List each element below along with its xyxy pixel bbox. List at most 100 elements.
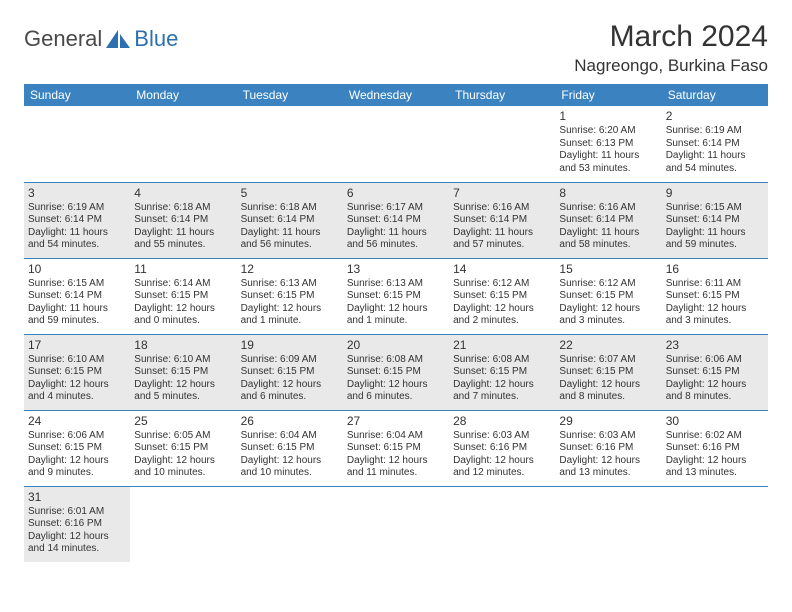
sunrise-line: Sunrise: 6:05 AM [134,430,232,443]
sunset-line: Sunset: 6:13 PM [559,138,657,151]
day-number: 10 [28,262,126,277]
sunset-line: Sunset: 6:15 PM [559,290,657,303]
sunset-line: Sunset: 6:15 PM [347,366,445,379]
daylight-line: Daylight: 12 hours and 6 minutes. [347,379,445,404]
calendar-cell: 21Sunrise: 6:08 AMSunset: 6:15 PMDayligh… [449,334,555,410]
calendar-cell: 19Sunrise: 6:09 AMSunset: 6:15 PMDayligh… [237,334,343,410]
sunset-line: Sunset: 6:15 PM [134,442,232,455]
calendar-cell: 27Sunrise: 6:04 AMSunset: 6:15 PMDayligh… [343,410,449,486]
day-number: 25 [134,414,232,429]
sunset-line: Sunset: 6:14 PM [453,214,551,227]
day-number: 30 [666,414,764,429]
sunrise-line: Sunrise: 6:13 AM [241,278,339,291]
daylight-line: Daylight: 12 hours and 13 minutes. [559,455,657,480]
calendar-week-row: 1Sunrise: 6:20 AMSunset: 6:13 PMDaylight… [24,106,768,182]
sunset-line: Sunset: 6:15 PM [28,366,126,379]
calendar-cell: 15Sunrise: 6:12 AMSunset: 6:15 PMDayligh… [555,258,661,334]
sunset-line: Sunset: 6:14 PM [241,214,339,227]
day-header: Friday [555,84,661,106]
logo: General Blue [24,26,178,52]
calendar-cell: 6Sunrise: 6:17 AMSunset: 6:14 PMDaylight… [343,182,449,258]
daylight-line: Daylight: 11 hours and 58 minutes. [559,227,657,252]
sunset-line: Sunset: 6:16 PM [28,518,126,531]
sunrise-line: Sunrise: 6:10 AM [28,354,126,367]
sunrise-line: Sunrise: 6:03 AM [453,430,551,443]
page-header: General Blue March 2024 Nagreongo, Burki… [24,20,768,76]
calendar-week-row: 3Sunrise: 6:19 AMSunset: 6:14 PMDaylight… [24,182,768,258]
daylight-line: Daylight: 11 hours and 56 minutes. [347,227,445,252]
calendar-cell: 28Sunrise: 6:03 AMSunset: 6:16 PMDayligh… [449,410,555,486]
daylight-line: Daylight: 12 hours and 12 minutes. [453,455,551,480]
day-header: Saturday [662,84,768,106]
sunrise-line: Sunrise: 6:18 AM [241,202,339,215]
daylight-line: Daylight: 11 hours and 54 minutes. [666,150,764,175]
calendar-cell: 9Sunrise: 6:15 AMSunset: 6:14 PMDaylight… [662,182,768,258]
calendar-cell: 2Sunrise: 6:19 AMSunset: 6:14 PMDaylight… [662,106,768,182]
sunrise-line: Sunrise: 6:06 AM [666,354,764,367]
sunrise-line: Sunrise: 6:16 AM [559,202,657,215]
day-number: 11 [134,262,232,277]
sunset-line: Sunset: 6:15 PM [241,366,339,379]
calendar-cell: 18Sunrise: 6:10 AMSunset: 6:15 PMDayligh… [130,334,236,410]
day-number: 29 [559,414,657,429]
sunset-line: Sunset: 6:14 PM [28,290,126,303]
calendar-cell [24,106,130,182]
sunrise-line: Sunrise: 6:08 AM [453,354,551,367]
sunrise-line: Sunrise: 6:16 AM [453,202,551,215]
calendar-cell: 5Sunrise: 6:18 AMSunset: 6:14 PMDaylight… [237,182,343,258]
day-header: Tuesday [237,84,343,106]
sunrise-line: Sunrise: 6:12 AM [559,278,657,291]
calendar-cell: 1Sunrise: 6:20 AMSunset: 6:13 PMDaylight… [555,106,661,182]
daylight-line: Daylight: 12 hours and 8 minutes. [666,379,764,404]
month-title: March 2024 [574,20,768,54]
calendar-body: 1Sunrise: 6:20 AMSunset: 6:13 PMDaylight… [24,106,768,562]
calendar-cell: 13Sunrise: 6:13 AMSunset: 6:15 PMDayligh… [343,258,449,334]
calendar-cell [343,486,449,562]
calendar-cell: 8Sunrise: 6:16 AMSunset: 6:14 PMDaylight… [555,182,661,258]
location-label: Nagreongo, Burkina Faso [574,56,768,76]
sunrise-line: Sunrise: 6:07 AM [559,354,657,367]
title-block: March 2024 Nagreongo, Burkina Faso [574,20,768,76]
sunset-line: Sunset: 6:15 PM [241,290,339,303]
daylight-line: Daylight: 12 hours and 3 minutes. [559,303,657,328]
sunset-line: Sunset: 6:15 PM [666,366,764,379]
daylight-line: Daylight: 12 hours and 2 minutes. [453,303,551,328]
calendar-cell [343,106,449,182]
day-number: 20 [347,338,445,353]
calendar-cell: 12Sunrise: 6:13 AMSunset: 6:15 PMDayligh… [237,258,343,334]
sunset-line: Sunset: 6:15 PM [134,290,232,303]
calendar-cell: 20Sunrise: 6:08 AMSunset: 6:15 PMDayligh… [343,334,449,410]
calendar-cell: 4Sunrise: 6:18 AMSunset: 6:14 PMDaylight… [130,182,236,258]
calendar-cell: 24Sunrise: 6:06 AMSunset: 6:15 PMDayligh… [24,410,130,486]
daylight-line: Daylight: 11 hours and 55 minutes. [134,227,232,252]
calendar-week-row: 31Sunrise: 6:01 AMSunset: 6:16 PMDayligh… [24,486,768,562]
calendar-cell [237,486,343,562]
day-number: 2 [666,109,764,124]
daylight-line: Daylight: 12 hours and 3 minutes. [666,303,764,328]
sunrise-line: Sunrise: 6:17 AM [347,202,445,215]
sunset-line: Sunset: 6:15 PM [453,290,551,303]
day-number: 27 [347,414,445,429]
calendar-cell: 14Sunrise: 6:12 AMSunset: 6:15 PMDayligh… [449,258,555,334]
calendar-cell: 22Sunrise: 6:07 AMSunset: 6:15 PMDayligh… [555,334,661,410]
daylight-line: Daylight: 12 hours and 14 minutes. [28,531,126,556]
daylight-line: Daylight: 12 hours and 6 minutes. [241,379,339,404]
sunset-line: Sunset: 6:14 PM [28,214,126,227]
day-header: Wednesday [343,84,449,106]
sunrise-line: Sunrise: 6:01 AM [28,506,126,519]
sunset-line: Sunset: 6:15 PM [666,290,764,303]
sunset-line: Sunset: 6:14 PM [666,214,764,227]
day-number: 15 [559,262,657,277]
calendar-cell: 30Sunrise: 6:02 AMSunset: 6:16 PMDayligh… [662,410,768,486]
day-number: 9 [666,186,764,201]
day-header: Monday [130,84,236,106]
sunrise-line: Sunrise: 6:09 AM [241,354,339,367]
day-number: 13 [347,262,445,277]
sunrise-line: Sunrise: 6:02 AM [666,430,764,443]
daylight-line: Daylight: 12 hours and 9 minutes. [28,455,126,480]
sunrise-line: Sunrise: 6:08 AM [347,354,445,367]
sunrise-line: Sunrise: 6:10 AM [134,354,232,367]
calendar-table: SundayMondayTuesdayWednesdayThursdayFrid… [24,84,768,562]
day-number: 1 [559,109,657,124]
sunset-line: Sunset: 6:15 PM [347,290,445,303]
